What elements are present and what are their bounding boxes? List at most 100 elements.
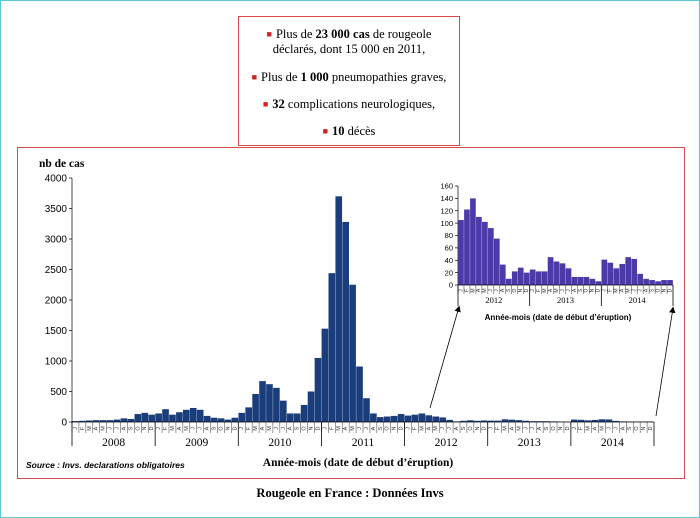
main-bar <box>224 419 232 422</box>
main-bar <box>134 414 142 422</box>
main-bar <box>335 196 343 422</box>
main-month-label: F <box>412 426 418 430</box>
main-bar <box>494 420 502 422</box>
main-month-label: J <box>447 427 453 430</box>
main-month-label: M <box>502 426 508 431</box>
main-month-label: S <box>461 426 467 430</box>
main-month-label: S <box>627 426 633 430</box>
inset-bar <box>619 263 626 285</box>
inset-month-label: N <box>590 288 596 292</box>
main-month-label: A <box>509 426 515 430</box>
main-bar <box>189 407 197 422</box>
main-month-label: S <box>544 426 550 430</box>
inset-bar <box>583 276 590 285</box>
callout-text: décès <box>344 124 376 138</box>
main-bar <box>328 273 336 422</box>
main-y-tick-label: 1500 <box>45 326 68 337</box>
main-bar <box>148 414 155 422</box>
inset-bar <box>476 216 482 285</box>
main-month-label: A <box>593 426 599 430</box>
inset-year-label: 2013 <box>557 295 574 305</box>
callout-bold: 32 <box>272 97 285 111</box>
main-month-label: J <box>440 427 446 430</box>
inset-bar <box>505 278 512 285</box>
main-month-label: M <box>336 426 342 431</box>
inset-month-label: F <box>608 289 614 292</box>
main-bar <box>252 393 259 422</box>
main-month-label: N <box>308 426 314 430</box>
inset-bar <box>541 271 548 285</box>
main-bar <box>460 420 467 422</box>
callout-bold: 1 000 <box>300 70 329 84</box>
main-bar <box>72 421 79 422</box>
main-bar <box>522 420 530 422</box>
main-month-label: M <box>419 426 425 431</box>
main-year-label: 2010 <box>268 437 291 449</box>
main-year-label: 2011 <box>352 437 375 449</box>
main-bar <box>356 366 363 422</box>
inset-month-label: M <box>542 288 548 292</box>
main-bar <box>238 412 246 422</box>
inset-bar <box>553 261 560 285</box>
main-month-label: N <box>641 426 647 430</box>
main-month-label: M <box>516 426 522 431</box>
measles-chart: nb de cas 050010001500200025003000350040… <box>26 158 676 470</box>
main-bar <box>508 419 516 422</box>
main-month-label: O <box>385 426 391 431</box>
main-month-label: A <box>371 426 377 430</box>
inset-month-label: J <box>530 289 536 292</box>
inset-y-tick-label: 80 <box>445 231 453 240</box>
main-bar <box>577 419 585 422</box>
y-axis-title: nb de cas <box>39 158 85 170</box>
main-bar <box>113 419 121 422</box>
main-bar <box>342 221 349 422</box>
main-bar <box>377 417 384 422</box>
inset-pointer-arrow-left <box>429 305 461 409</box>
main-month-label: O <box>218 426 224 431</box>
main-month-label: N <box>142 426 148 430</box>
summary-callout: ■ Plus de 23 000 cas de rougeole déclarés… <box>238 16 460 146</box>
main-bar <box>286 413 294 422</box>
main-bar <box>176 412 183 422</box>
main-bar <box>321 328 329 422</box>
main-bar <box>210 417 218 422</box>
main-month-label: F <box>496 426 502 430</box>
inset-y-tick-label: 120 <box>440 206 453 215</box>
main-month-label: M <box>586 426 592 431</box>
main-month-label: J <box>322 427 328 430</box>
inset-bar <box>595 281 602 285</box>
main-month-label: J <box>489 427 495 430</box>
main-month-label: A <box>537 426 543 430</box>
inset-bar <box>589 278 596 285</box>
main-bar <box>515 420 523 422</box>
callout-text: Plus de <box>261 70 301 84</box>
inset-month-label: J <box>458 289 464 292</box>
inset-bar <box>565 268 572 285</box>
inset-month-label: F <box>536 289 542 292</box>
main-month-label: A <box>121 426 127 430</box>
inset-y-tick-label: 160 <box>440 182 453 191</box>
inset-bar <box>488 228 494 285</box>
inset-bar <box>523 272 530 285</box>
main-bar <box>314 357 322 422</box>
main-month-label: O <box>302 426 308 431</box>
main-month-label: O <box>551 426 557 431</box>
main-month-label: M <box>184 426 190 431</box>
source-note: Source : Invs. declarations obligatoires <box>26 460 185 470</box>
main-month-label: M <box>101 426 107 431</box>
inset-bar <box>529 269 536 285</box>
main-month-label: A <box>454 426 460 430</box>
main-bar <box>127 418 135 422</box>
inset-y-tick-label: 60 <box>445 244 453 253</box>
main-month-label: N <box>225 426 231 430</box>
main-bar <box>480 420 488 422</box>
inset-bar <box>655 281 661 285</box>
main-month-label: F <box>80 426 86 430</box>
main-month-label: M <box>267 426 273 431</box>
callout-item-neuro: ■ 32 complications neurologiques, <box>239 98 459 111</box>
inset-month-label: J <box>637 289 643 292</box>
main-y-tick-label: 1000 <box>45 357 68 368</box>
inset-y-tick-label: 100 <box>440 219 453 228</box>
main-month-label: A <box>620 426 626 430</box>
main-y-tick-label: 2000 <box>45 296 68 307</box>
